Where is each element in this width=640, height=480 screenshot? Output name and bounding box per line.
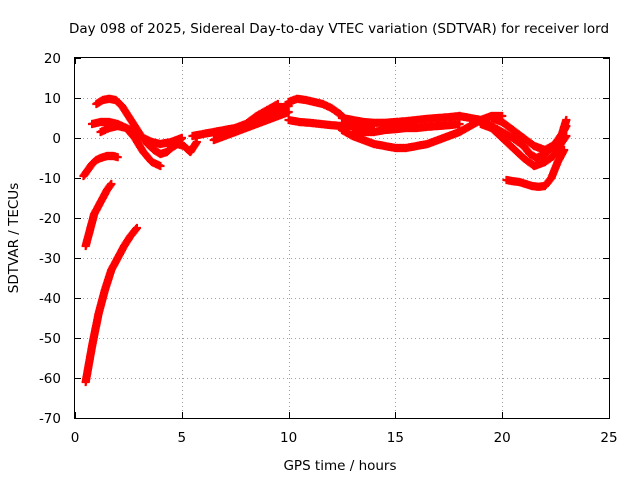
y-tick-label: -20 xyxy=(39,211,61,227)
series-arc-neg-rise xyxy=(81,179,116,251)
x-tick-label: 5 xyxy=(178,430,187,446)
y-tick-label: 10 xyxy=(44,91,61,107)
series-arc-afternoon-a xyxy=(337,111,464,127)
data-point-marker xyxy=(107,179,116,189)
y-tick-label: -70 xyxy=(39,411,61,427)
y-tick-label: -30 xyxy=(39,251,61,267)
series-arc-sparse xyxy=(167,137,201,157)
series-arc-afternoon-c xyxy=(348,119,464,137)
data-point-marker xyxy=(560,145,569,155)
data-point-marker xyxy=(156,161,165,171)
data-point-marker xyxy=(113,153,122,162)
data-point-marker xyxy=(455,119,464,129)
y-tick-label: -40 xyxy=(39,291,61,307)
x-tick-label: 10 xyxy=(280,430,297,446)
data-point-marker xyxy=(132,223,141,233)
y-tick-label: 20 xyxy=(44,51,61,67)
x-axis-label: GPS time / hours xyxy=(283,458,396,474)
data-point-marker xyxy=(562,115,571,125)
plot-frame xyxy=(74,57,610,419)
y-tick-label: -10 xyxy=(39,171,61,187)
series-arc-evening-c xyxy=(487,113,571,155)
data-point-marker xyxy=(192,137,201,147)
series-arc-neg-small xyxy=(79,151,122,181)
series-arc-steep xyxy=(81,223,141,387)
data-layer xyxy=(79,94,571,387)
tick-layer: 0 5 10 15 20 25 -70 -60 -50 -40 -30 -20 -10 0 10 20 xyxy=(39,51,618,446)
chart-title: Day 098 of 2025, Sidereal Day-to-day VTE… xyxy=(69,21,609,37)
y-axis-label: SDTVAR / TECUs xyxy=(6,183,22,293)
y-tick-label: -60 xyxy=(39,371,61,387)
series-arc-late xyxy=(502,145,569,191)
x-tick-label: 15 xyxy=(387,430,404,446)
y-tick-label: -50 xyxy=(39,331,61,347)
data-point-marker xyxy=(177,133,186,143)
x-tick-label: 20 xyxy=(494,430,511,446)
x-tick-label: 25 xyxy=(600,430,617,446)
series-arc-midday-c xyxy=(220,107,293,139)
y-tick-label: 0 xyxy=(52,131,61,147)
x-tick-label: 0 xyxy=(71,430,80,446)
data-point-marker xyxy=(284,107,293,117)
